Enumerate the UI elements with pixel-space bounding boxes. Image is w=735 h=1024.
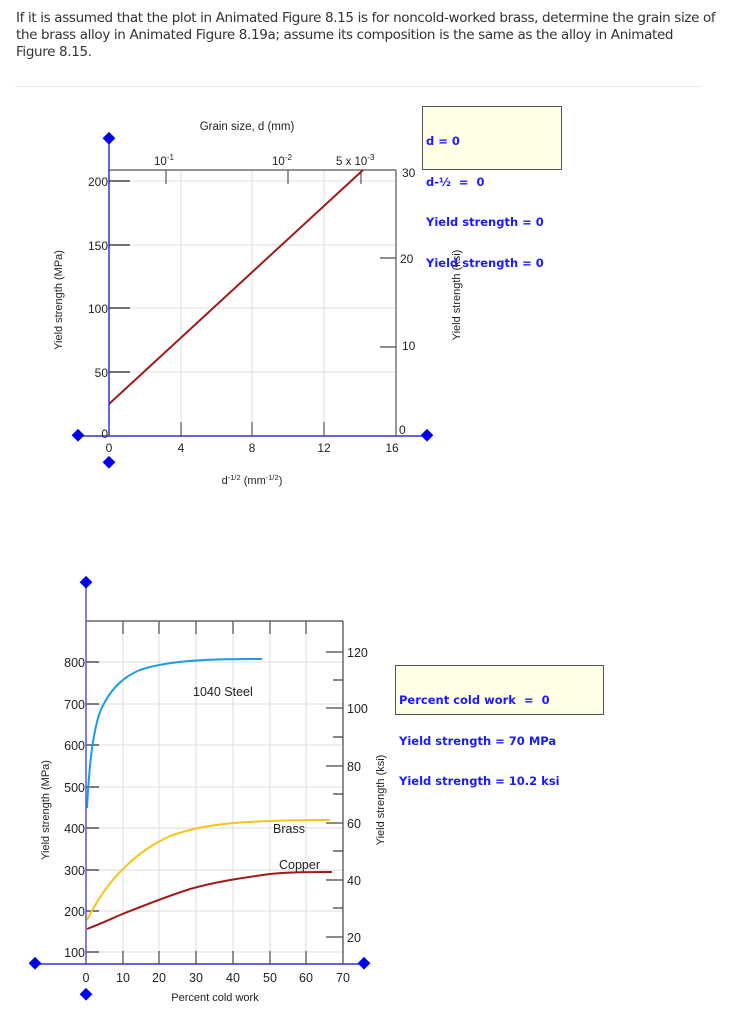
fig1-right-tick-labels: 30 20 10 0 (399, 166, 416, 437)
fig2-curve-copper (86, 871, 333, 930)
svg-text:10: 10 (402, 339, 416, 353)
fig2-curve-brass (86, 819, 331, 921)
fig2-info-box: Percent cold work = 0 Yield strength = 7… (395, 665, 604, 788)
fig1-info-yield-ksi: Yield strength = 0 (426, 255, 544, 270)
svg-text:0: 0 (101, 427, 108, 441)
svg-text:600: 600 (64, 739, 85, 753)
fig2-x-handle-right[interactable] (357, 956, 371, 970)
fig1-top-ticks (165, 170, 362, 184)
svg-text:120: 120 (347, 646, 368, 660)
fig1-x-label: d-1/2 (mm-1/2) (222, 473, 283, 487)
fig2-info-percent-cold-work: Percent cold work = 0 (399, 693, 550, 707)
question-text: If it is assumed that the plot in Animat… (16, 10, 716, 60)
svg-text:100: 100 (64, 946, 85, 960)
svg-text:70: 70 (336, 971, 350, 985)
svg-text:60: 60 (347, 817, 361, 831)
fig1-origin-handle[interactable] (102, 455, 116, 469)
fig2-info-yield-mpa: Yield strength = 70 MPa (399, 733, 557, 748)
fig2-label-brass: Brass (273, 822, 305, 836)
svg-text:40: 40 (226, 971, 240, 985)
svg-text:40: 40 (347, 874, 361, 888)
svg-text:50: 50 (95, 366, 109, 380)
fig1-y-label-left: Yield strength (MPa) (53, 250, 65, 350)
svg-text:10: 10 (116, 971, 130, 985)
svg-text:200: 200 (64, 905, 85, 919)
svg-text:0: 0 (83, 971, 90, 985)
fig2-x-handle-left[interactable] (28, 956, 42, 970)
fig1-bottom-ticks (180, 422, 325, 436)
fig2-x-label: Percent cold work (171, 992, 259, 1004)
svg-text:4: 4 (178, 441, 185, 455)
fig1-info-d-inv-sqrt: d-½ = 0 (426, 174, 485, 189)
fig2-top-ticks (122, 621, 307, 634)
figure1: 200 150 100 50 0 0 4 8 12 16 30 20 10 0 … (53, 121, 463, 487)
fig2-label-copper: Copper (279, 858, 320, 872)
fig2-bottom-ticks (122, 951, 307, 964)
svg-text:8: 8 (249, 441, 256, 455)
svg-text:20: 20 (347, 931, 361, 945)
fig1-top-label-2: 10-2 (272, 153, 292, 168)
svg-text:700: 700 (64, 698, 85, 712)
fig2-y-handle-top[interactable] (79, 575, 93, 589)
fig2-y-label-right: Yield strength (ksi) (375, 755, 387, 846)
fig1-y-label-right: Yield strength (ksi) (451, 250, 463, 341)
fig1-hall-petch-line (108, 169, 364, 405)
fig1-grid (109, 170, 396, 436)
svg-text:20: 20 (152, 971, 166, 985)
svg-text:100: 100 (88, 302, 108, 316)
svg-text:60: 60 (299, 971, 313, 985)
fig1-top-title: Grain size, d (mm) (200, 121, 295, 133)
fig2-bottom-tick-labels: 0 10 20 30 40 50 60 70 (83, 971, 350, 985)
fig2-origin-handle[interactable] (79, 987, 93, 1001)
fig2-label-steel: 1040 Steel (193, 685, 253, 699)
figure2: 1040 Steel Brass Copper 800 700 600 500 … (28, 575, 387, 1004)
svg-text:30: 30 (402, 166, 416, 180)
fig2-right-tick-labels: 120 100 80 60 40 20 (347, 646, 368, 945)
fig1-left-tick-labels: 200 150 100 50 0 (88, 175, 108, 441)
svg-text:800: 800 (64, 656, 85, 670)
fig1-right-ticks (380, 257, 396, 348)
svg-text:20: 20 (400, 252, 414, 266)
svg-text:0: 0 (399, 423, 406, 437)
svg-text:30: 30 (189, 971, 203, 985)
svg-text:400: 400 (64, 822, 85, 836)
fig1-top-label-3: 5 x 10-3 (336, 153, 375, 168)
fig2-y-label-left: Yield strength (MPa) (40, 760, 52, 860)
fig1-top-label-1: 10-1 (154, 153, 174, 168)
fig1-x-handle-right[interactable] (420, 428, 434, 442)
svg-text:12: 12 (317, 441, 331, 455)
fig1-left-ticks (109, 180, 130, 373)
separator (15, 86, 701, 87)
fig1-info-box: d = 0 d-½ = 0 Yield strength = 0 Yield s… (422, 106, 562, 269)
fig2-curve-steel (86, 658, 263, 809)
svg-text:16: 16 (385, 441, 399, 455)
fig2-info-yield-ksi: Yield strength = 10.2 ksi (399, 774, 560, 788)
fig1-x-handle-left[interactable] (71, 428, 85, 442)
fig1-info-d: d = 0 (426, 134, 460, 148)
fig1-info-yield-mpa: Yield strength = 0 (426, 215, 544, 229)
fig2-grid (86, 621, 343, 964)
fig2-right-ticks (326, 651, 343, 938)
svg-text:200: 200 (88, 175, 108, 189)
fig1-bottom-tick-labels: 0 4 8 12 16 (106, 441, 399, 455)
svg-text:300: 300 (64, 864, 85, 878)
fig2-left-tick-labels: 800 700 600 500 400 300 200 100 (64, 656, 85, 960)
svg-text:100: 100 (347, 702, 368, 716)
svg-text:150: 150 (88, 239, 108, 253)
svg-text:500: 500 (64, 781, 85, 795)
svg-text:80: 80 (347, 760, 361, 774)
svg-text:50: 50 (263, 971, 277, 985)
fig1-y-handle-top[interactable] (102, 131, 116, 145)
svg-text:0: 0 (106, 441, 113, 455)
